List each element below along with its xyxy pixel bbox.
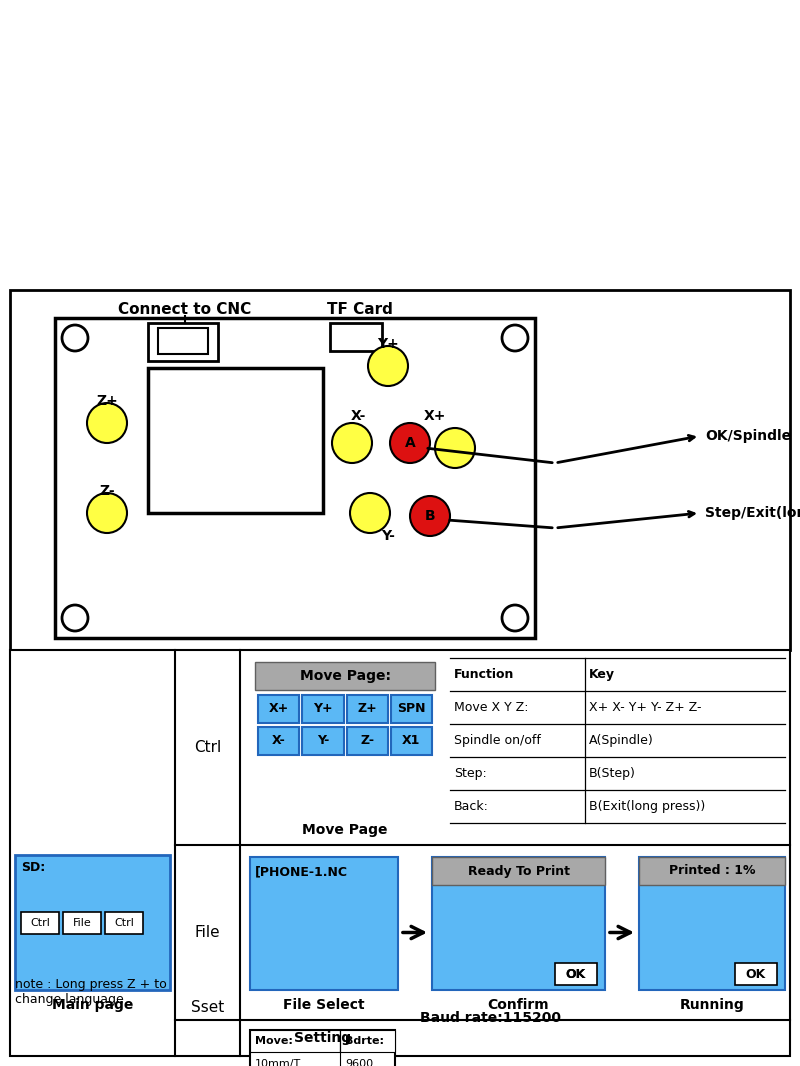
Text: Step:: Step: [454,768,486,780]
Text: File: File [194,925,220,940]
Circle shape [332,423,372,463]
Bar [148,368,323,513]
Text: Back:: Back: [454,800,489,813]
Text: Baud rate:115200: Baud rate:115200 [420,1011,561,1025]
Text: note : Long press Z + to
change language: note : Long press Z + to change language [15,978,166,1006]
Circle shape [410,496,450,536]
Bar [639,857,785,990]
Circle shape [502,605,528,631]
Text: OK/Spindle: OK/Spindle [705,429,791,443]
Text: Ready To Print: Ready To Print [467,865,570,877]
Circle shape [87,403,127,443]
Text: X-: X- [350,409,366,423]
Bar [302,727,343,755]
Text: Move X Y Z:: Move X Y Z: [454,701,529,714]
Text: Setting: Setting [294,1031,351,1045]
Text: Z-: Z- [99,484,115,498]
Circle shape [350,492,390,533]
Text: Running: Running [680,998,744,1012]
Text: X-: X- [272,734,286,747]
Circle shape [62,605,88,631]
Bar [105,911,143,934]
Text: Printed : 1%: Printed : 1% [669,865,755,877]
Text: B(Step): B(Step) [589,768,636,780]
Bar [555,963,597,985]
Text: Z+: Z+ [96,394,118,408]
Bar [432,857,605,885]
Bar [258,727,299,755]
Text: OK: OK [566,968,586,981]
Text: File Select: File Select [283,998,365,1012]
Text: Sset: Sset [191,1001,224,1016]
Circle shape [62,325,88,351]
Bar [21,911,59,934]
Text: File: File [73,918,91,927]
Text: 10mm/T: 10mm/T [255,1059,302,1066]
Bar [255,662,435,690]
Text: Z+: Z+ [358,702,377,715]
Bar [55,318,535,637]
Bar [330,323,382,351]
Text: SPN: SPN [397,702,426,715]
Text: B: B [425,508,435,523]
Bar [10,650,790,1056]
Bar [258,695,299,723]
Text: Connect to CNC: Connect to CNC [118,303,252,318]
Circle shape [390,423,430,463]
Bar [735,963,777,985]
Text: OK: OK [566,968,586,981]
Text: B(Exit(long press)): B(Exit(long press)) [589,800,706,813]
Circle shape [87,492,127,533]
Bar [346,727,388,755]
Text: X+ X- Y+ Y- Z+ Z-: X+ X- Y+ Y- Z+ Z- [589,701,702,714]
Bar [250,1030,395,1066]
Text: Y-: Y- [317,734,329,747]
Bar [63,911,101,934]
Text: Confirm: Confirm [488,998,550,1012]
Text: A(Spindle): A(Spindle) [589,734,654,747]
Text: Y-: Y- [381,529,395,543]
Bar [432,857,605,990]
Text: 9600: 9600 [345,1059,373,1066]
Text: Bdrte:: Bdrte: [345,1036,384,1046]
Text: Step/Exit(long press): Step/Exit(long press) [705,506,800,520]
Bar [390,695,432,723]
Circle shape [368,346,408,386]
Bar [390,727,432,755]
Text: A: A [405,436,415,450]
Text: Ctrl: Ctrl [114,918,134,927]
Text: Y+: Y+ [313,702,333,715]
Circle shape [502,325,528,351]
Text: SD:: SD: [21,861,46,874]
Bar [158,328,208,354]
Text: OK: OK [746,968,766,981]
Circle shape [435,429,475,468]
Bar [346,695,388,723]
Text: X+: X+ [424,409,446,423]
Text: Function: Function [454,668,514,681]
Text: Y+: Y+ [377,337,399,351]
Bar [10,290,790,650]
Text: TF Card: TF Card [327,303,393,318]
Text: X+: X+ [269,702,289,715]
Text: [PHONE-1.NC: [PHONE-1.NC [255,865,348,878]
Bar [250,1030,340,1052]
Text: Move Page: Move Page [302,823,388,837]
Text: Main page: Main page [52,998,133,1012]
Text: Move Page:: Move Page: [299,669,390,683]
Text: X1: X1 [402,734,421,747]
Text: Spindle on/off: Spindle on/off [454,734,541,747]
Text: Move:: Move: [255,1036,293,1046]
Bar [302,695,343,723]
Bar [250,857,398,990]
Text: Ctrl: Ctrl [194,740,221,755]
Text: Ctrl: Ctrl [30,918,50,927]
Bar [639,857,785,885]
Text: Key: Key [589,668,615,681]
Bar [148,323,218,361]
Text: Z-: Z- [360,734,374,747]
Bar [15,855,170,990]
Bar [340,1030,395,1052]
